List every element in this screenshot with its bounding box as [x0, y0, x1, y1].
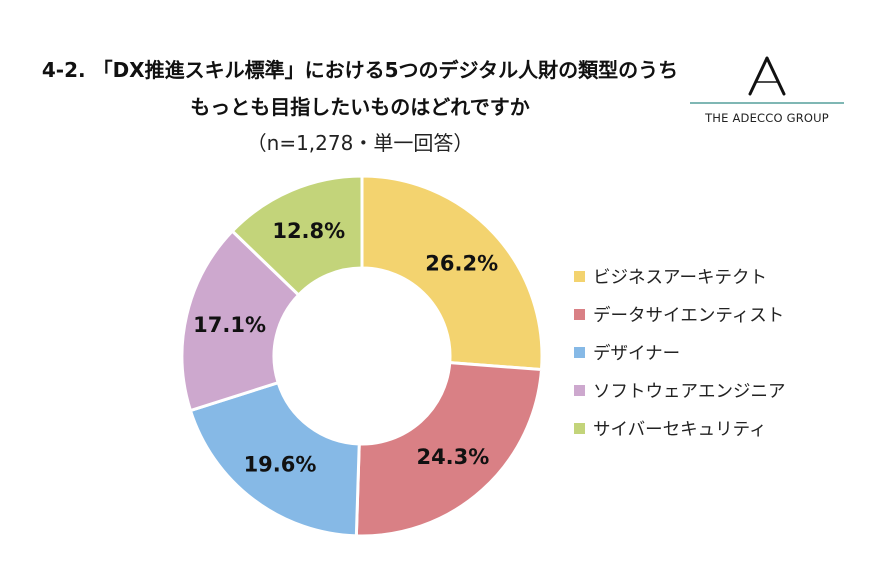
chart-legend: ビジネスアーキテクト データサイエンティスト デザイナーソフトウェアエンジニア サイバ…	[574, 258, 786, 447]
slice-data-label: 12.8%	[272, 219, 345, 243]
donut-slice	[230, 174, 364, 298]
legend-item: デザイナー	[574, 334, 786, 372]
legend-label: サイバーセキュリティ	[593, 419, 767, 440]
legend-swatch	[574, 384, 585, 396]
legend-item: ソフトウェアエンジニア	[574, 371, 786, 409]
chart-title-line2: もっとも目指したいものはどれですか	[190, 95, 530, 119]
logo-text: THE ADECCO GROUP	[705, 111, 829, 125]
legend-swatch	[574, 271, 585, 283]
donut-slice	[180, 229, 301, 413]
adecco-a-logo-icon	[748, 56, 786, 96]
legend-swatch	[574, 422, 585, 434]
slice-data-label: 24.3%	[416, 445, 489, 469]
legend-swatch	[574, 346, 585, 358]
legend-label: デザイナー	[593, 343, 681, 364]
legend-swatch	[574, 309, 585, 321]
chart-subtitle: （n=1,278・単一回答）	[246, 131, 474, 155]
donut-slice	[188, 380, 361, 538]
legend-label: データサイエンティスト	[593, 306, 785, 327]
legend-item: ビジネスアーキテクト	[574, 258, 786, 296]
legend-item: データサイエンティスト	[574, 296, 786, 334]
slice-data-label: 26.2%	[425, 252, 498, 276]
donut-slice	[354, 361, 544, 538]
legend-label: ソフトウェアエンジニア	[593, 381, 786, 402]
adecco-logo: THE ADECCO GROUP	[690, 50, 844, 130]
chart-title-line1: 4-2. 「DX推進スキル標準」における5つのデジタル人財の類型のうち	[41, 58, 679, 82]
legend-label: ビジネスアーキテクト	[593, 268, 767, 289]
donut-slice	[360, 174, 544, 372]
slice-data-label: 19.6%	[244, 453, 317, 477]
slice-data-label: 17.1%	[193, 313, 266, 337]
legend-item: サイバーセキュリティ	[574, 409, 786, 447]
logo-rule	[690, 102, 844, 104]
